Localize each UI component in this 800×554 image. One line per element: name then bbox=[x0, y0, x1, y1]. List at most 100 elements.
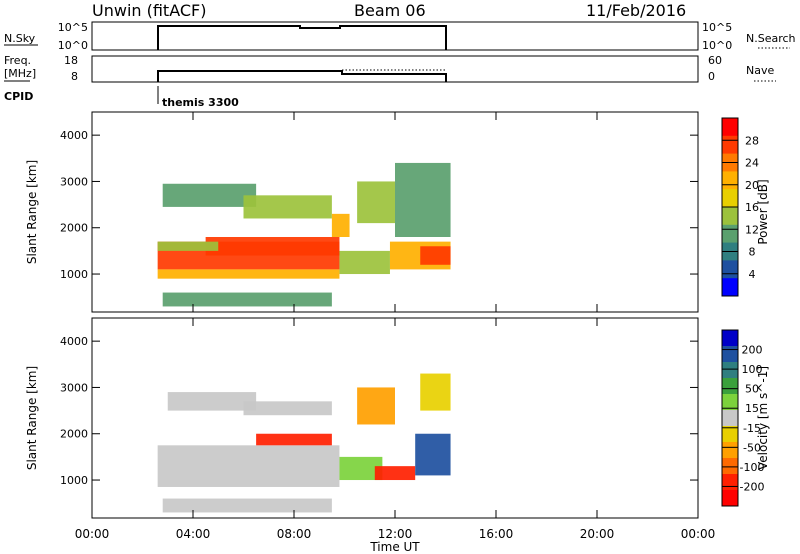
velocity-colorbar-frame bbox=[721, 329, 739, 507]
velocity-colorbar-tick-label: 15 bbox=[745, 402, 759, 415]
y-tick-label: 4000 bbox=[60, 129, 88, 142]
velocity-colorbar-swatch bbox=[722, 490, 738, 507]
power-colorbar-tick-label: 20 bbox=[745, 179, 759, 192]
time-axis-label: Time UT bbox=[369, 540, 420, 554]
y-tick-label: 2000 bbox=[60, 222, 88, 235]
velocity-colorbar-tick-label: -100 bbox=[740, 461, 765, 474]
freq-label-line2: [MHz] bbox=[4, 67, 36, 80]
power-cell bbox=[395, 162, 451, 237]
beam-title: Beam 06 bbox=[354, 1, 426, 20]
power-yticks: 4000 3000 2000 1000 bbox=[60, 129, 698, 281]
power-cell bbox=[339, 250, 390, 275]
velocity-colorbar-swatch bbox=[722, 330, 738, 347]
power-cell bbox=[162, 183, 257, 207]
cpid-value: themis 3300 bbox=[162, 96, 239, 109]
power-colorbar-tick-label: 16 bbox=[745, 201, 759, 214]
velocity-colorbar: 200 100 50 15 -15 -50 -100 -200 bbox=[721, 329, 765, 507]
nsky-tick-low-left: 10^0 bbox=[58, 39, 88, 52]
freq-trace bbox=[157, 70, 447, 82]
x-tick-label: 16:00 bbox=[479, 527, 514, 541]
velocity-cell bbox=[420, 373, 451, 411]
power-colorbar-tick-label: 12 bbox=[745, 223, 759, 236]
nsky-tick-high-left: 10^5 bbox=[58, 21, 88, 34]
power-panel: 4000 3000 2000 1000 Slant Range [km] bbox=[25, 111, 699, 313]
x-tick-label: 00:00 bbox=[681, 527, 716, 541]
velocity-cell bbox=[162, 498, 332, 513]
velocity-colorbar-swatch bbox=[722, 474, 738, 491]
velocity-colorbar-tick-label: 200 bbox=[742, 344, 763, 357]
power-colorbar-swatch bbox=[722, 260, 738, 279]
velocity-colorbar-tick-label: 100 bbox=[742, 363, 763, 376]
velocity-cell bbox=[167, 392, 257, 411]
nsky-panel bbox=[91, 21, 699, 51]
velocity-colorbar-swatch bbox=[722, 378, 738, 395]
velocity-colorbar-swatch bbox=[722, 362, 738, 379]
velocity-cell bbox=[256, 433, 332, 446]
power-colorbar-tick-label: 4 bbox=[749, 268, 756, 281]
power-colorbar-tick-label: 24 bbox=[745, 157, 759, 170]
power-cells bbox=[157, 162, 451, 307]
nsky-trace bbox=[157, 25, 447, 50]
power-colorbar-swatch bbox=[722, 118, 738, 137]
power-ylabel: Slant Range [km] bbox=[25, 160, 39, 264]
nsky-tick-low-right: 10^0 bbox=[702, 39, 732, 52]
velocity-colorbar-tick-label: 50 bbox=[745, 383, 759, 396]
freq-panel bbox=[91, 55, 699, 83]
x-tick-label: 04:00 bbox=[176, 527, 211, 541]
freq-label-line1: Freq. bbox=[4, 54, 31, 67]
power-cell bbox=[157, 269, 340, 279]
y-tick-label: 4000 bbox=[60, 335, 88, 348]
x-tick-label: 12:00 bbox=[378, 527, 413, 541]
power-colorbar-swatch bbox=[722, 171, 738, 190]
power-cell bbox=[243, 195, 332, 219]
velocity-colorbar-swatch bbox=[722, 442, 738, 459]
nsearch-label: N.Search bbox=[746, 32, 796, 45]
cpid-label: CPID bbox=[4, 90, 33, 103]
power-cell bbox=[420, 246, 451, 265]
x-tick-label: 00:00 bbox=[75, 527, 110, 541]
velocity-panel: 4000 3000 2000 1000 Slant Range [km] bbox=[25, 317, 699, 519]
power-colorbar-swatch bbox=[722, 207, 738, 226]
power-colorbar-swatch bbox=[722, 135, 738, 155]
power-colorbar-swatch bbox=[722, 224, 738, 244]
velocity-cell bbox=[357, 387, 395, 425]
power-colorbar-swatch bbox=[722, 189, 738, 208]
power-colorbar-swatch bbox=[722, 278, 738, 297]
velocity-colorbar-swatch bbox=[722, 346, 738, 363]
velocity-colorbar-swatch bbox=[722, 394, 738, 411]
nave-label: Nave bbox=[746, 64, 774, 77]
velocity-colorbar-swatch bbox=[722, 458, 738, 475]
nsky-tick-high-right: 10^5 bbox=[702, 21, 732, 34]
station-title: Unwin (fitACF) bbox=[92, 1, 206, 20]
power-colorbar: 28 24 20 16 12 8 4 bbox=[721, 117, 759, 297]
velocity-ylabel: Slant Range [km] bbox=[25, 366, 39, 470]
power-colorbar-tick-label: 8 bbox=[749, 246, 756, 259]
nsky-label: N.Sky bbox=[4, 32, 36, 45]
y-tick-label: 2000 bbox=[60, 428, 88, 441]
velocity-cell bbox=[157, 445, 340, 487]
velocity-colorbar-swatch bbox=[722, 426, 738, 443]
velocity-colorbar-swatch bbox=[722, 410, 738, 427]
freq-tick-high: 18 bbox=[64, 54, 78, 67]
velocity-cells bbox=[157, 373, 451, 513]
power-cell bbox=[331, 213, 350, 237]
y-tick-label: 3000 bbox=[60, 175, 88, 188]
velocity-colorbar-label: Velocity [m s^-1] bbox=[756, 366, 770, 470]
power-cell bbox=[162, 292, 332, 307]
power-cell bbox=[357, 181, 395, 224]
power-colorbar-tick-label: 28 bbox=[745, 134, 759, 147]
x-tick-label: 08:00 bbox=[277, 527, 312, 541]
nave-tick-high: 60 bbox=[708, 54, 722, 67]
date-title: 11/Feb/2016 bbox=[586, 1, 686, 20]
x-tick-label: 20:00 bbox=[580, 527, 615, 541]
power-cell bbox=[205, 237, 340, 256]
velocity-colorbar-tick-label: -200 bbox=[740, 480, 765, 493]
y-tick-label: 3000 bbox=[60, 381, 88, 394]
y-tick-label: 1000 bbox=[60, 474, 88, 487]
velocity-cell bbox=[243, 401, 332, 416]
nave-tick-low: 0 bbox=[708, 70, 715, 83]
power-cell bbox=[157, 241, 219, 251]
velocity-cell bbox=[374, 466, 416, 481]
